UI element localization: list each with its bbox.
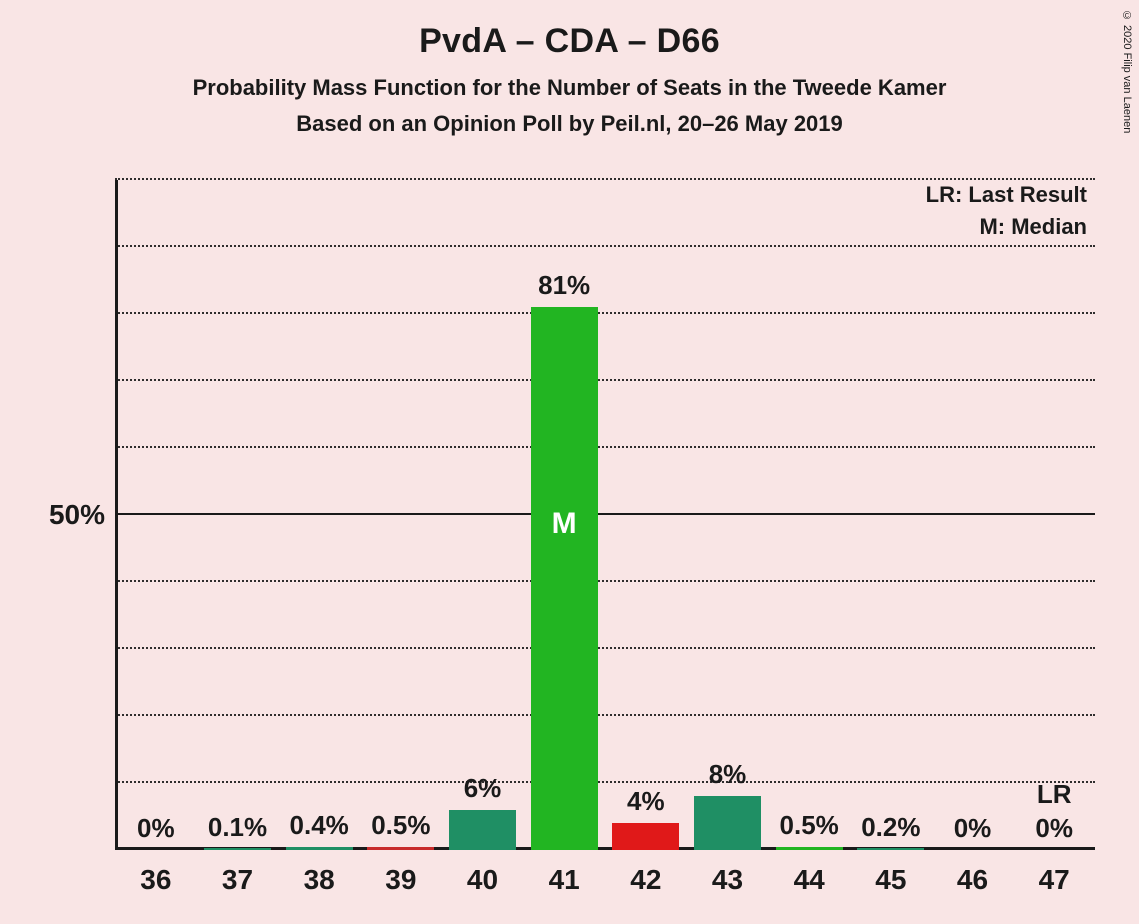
x-axis-tick-label: 47 [994, 864, 1114, 896]
bars-container: 0%360.1%370.4%380.5%396%40M81%414%428%43… [115, 180, 1095, 850]
chart-subtitle-2: Based on an Opinion Poll by Peil.nl, 20–… [0, 111, 1139, 137]
bar-value-label: 81% [504, 270, 624, 301]
y-axis-tick-label: 50% [15, 499, 105, 531]
bar [204, 848, 271, 850]
bar-value-label: 0% [994, 813, 1114, 844]
last-result-marker: LR [1014, 779, 1094, 810]
chart-plot-area: 0%360.1%370.4%380.5%396%40M81%414%428%43… [115, 180, 1095, 850]
bar [367, 847, 434, 850]
chart-title: PvdA – CDA – D66 [0, 0, 1139, 61]
legend-lr: LR: Last Result [926, 182, 1087, 208]
bar: M [531, 307, 598, 850]
bar-value-label: 8% [668, 759, 788, 790]
bar-value-label: 0.5% [341, 810, 461, 841]
bar-value-label: 6% [423, 773, 543, 804]
bar [286, 847, 353, 850]
bar [776, 847, 843, 850]
bar [857, 848, 924, 850]
bar [449, 810, 516, 850]
bar-value-label: 4% [586, 786, 706, 817]
median-marker: M [531, 507, 598, 541]
legend-m: M: Median [979, 214, 1087, 240]
bar [612, 823, 679, 850]
copyright-text: © 2020 Filip van Laenen [1121, 10, 1133, 133]
chart-subtitle-1: Probability Mass Function for the Number… [0, 75, 1139, 101]
